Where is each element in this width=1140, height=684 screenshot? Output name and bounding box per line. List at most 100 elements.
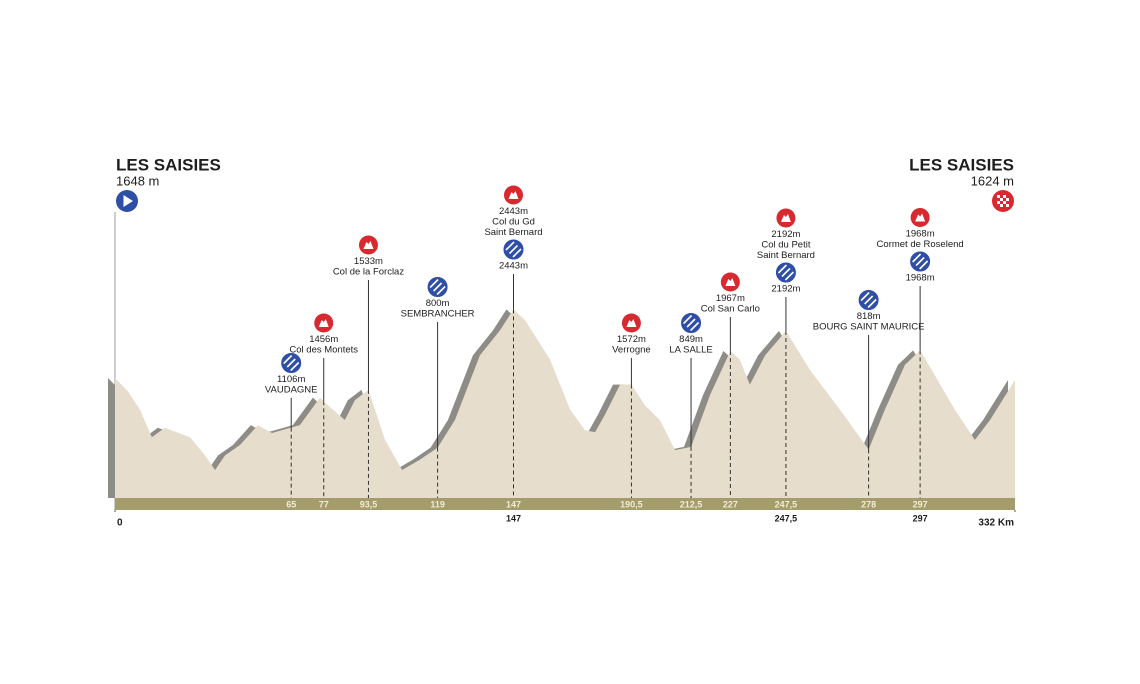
waypoint-label: 1572m bbox=[617, 334, 646, 345]
climb-icon bbox=[314, 313, 334, 333]
icon-stripe bbox=[864, 295, 874, 305]
waypoint-label: 2443m bbox=[499, 206, 528, 217]
icon-ring bbox=[281, 353, 302, 373]
finish-name: LES SAISIES bbox=[909, 155, 1014, 174]
sprint-icon bbox=[427, 277, 448, 297]
icon-mountain bbox=[318, 319, 329, 327]
waypoint-label: Col des Montets bbox=[289, 345, 358, 356]
terrain bbox=[115, 309, 1015, 498]
waypoint-label: Cormet de Roselend bbox=[877, 239, 964, 250]
sprint-icon bbox=[281, 353, 302, 373]
climb-icon bbox=[358, 235, 378, 255]
waypoint-label: Verrogne bbox=[612, 345, 651, 356]
km-label: 297 bbox=[913, 499, 928, 509]
ground-bar bbox=[115, 498, 1015, 510]
icon-stripe bbox=[505, 241, 515, 251]
waypoint-label: Col du Gd bbox=[492, 217, 535, 228]
icon-play bbox=[123, 195, 133, 207]
icon-stripe bbox=[283, 354, 293, 365]
sprint-icon bbox=[503, 239, 524, 260]
icon-ring bbox=[910, 251, 931, 272]
icon-check bbox=[1006, 198, 1009, 201]
climb-icon bbox=[776, 208, 796, 228]
icon-stripe bbox=[436, 285, 446, 296]
waypoint-label: Saint Bernard bbox=[484, 227, 542, 238]
waypoint-label: LA SALLE bbox=[669, 345, 712, 356]
icon-stripe bbox=[915, 256, 925, 267]
icon-mountain bbox=[363, 241, 374, 249]
waypoint-label: 818m bbox=[857, 311, 881, 322]
icon-stripe bbox=[860, 291, 870, 302]
km-label: 212,5 bbox=[680, 499, 703, 509]
icon-check bbox=[1003, 195, 1006, 198]
waypoint-label: 849m bbox=[679, 334, 703, 345]
climb-icon bbox=[720, 272, 740, 292]
waypoint-label: Col San Carlo bbox=[701, 304, 760, 315]
climb-icon bbox=[910, 208, 930, 227]
km-label: 147 bbox=[506, 499, 521, 509]
climb-icon bbox=[503, 185, 523, 205]
waypoint-label: 1106m bbox=[277, 374, 305, 385]
start-icon bbox=[116, 190, 138, 212]
sprint-icon bbox=[858, 290, 879, 310]
icon-ring bbox=[503, 239, 524, 260]
icon-mountain bbox=[915, 213, 926, 222]
sprint-icon bbox=[910, 251, 931, 272]
km-label: 119 bbox=[430, 499, 445, 509]
km-label: 190,5 bbox=[620, 499, 643, 509]
finish-elevation: 1624 m bbox=[971, 173, 1014, 188]
icon-check bbox=[1006, 204, 1009, 207]
icon-ring bbox=[681, 313, 702, 333]
climb-icon bbox=[621, 313, 641, 333]
waypoint-label: SEMBRANCHER bbox=[401, 309, 475, 320]
x-tick-label: 332 Km bbox=[978, 518, 1014, 529]
waypoint-label: BOURG SAINT MAURICE bbox=[813, 322, 925, 333]
km-label-below: 247,5 bbox=[775, 513, 798, 523]
waypoint-label: 1968m bbox=[906, 229, 935, 240]
icon-mountain bbox=[626, 319, 637, 327]
icon-stripe bbox=[286, 358, 296, 368]
km-label: 247,5 bbox=[775, 499, 798, 509]
km-label: 65 bbox=[286, 499, 296, 509]
sprint-icon bbox=[775, 262, 796, 283]
km-label-below: 297 bbox=[913, 513, 928, 523]
icon-stripe bbox=[686, 318, 696, 328]
waypoint-label: Saint Bernard bbox=[757, 250, 815, 261]
icon-check bbox=[1003, 201, 1006, 204]
icon-stripe bbox=[508, 244, 519, 255]
icon-mountain bbox=[508, 191, 519, 199]
icon-stripe bbox=[781, 267, 791, 278]
km-label: 227 bbox=[723, 499, 738, 509]
waypoint-label: Col de la Forclaz bbox=[333, 267, 405, 278]
waypoint-label: VAUDAGNE bbox=[265, 385, 318, 396]
icon-stripe bbox=[867, 298, 877, 309]
icon-stripe bbox=[912, 253, 922, 263]
start-elevation: 1648 m bbox=[116, 173, 159, 188]
icon-stripe bbox=[682, 314, 693, 325]
km-label: 77 bbox=[319, 499, 329, 509]
icon-mountain bbox=[725, 278, 736, 286]
km-label-below: 147 bbox=[506, 513, 521, 523]
waypoint-label: 800m bbox=[426, 298, 450, 309]
icon-ring bbox=[775, 262, 796, 283]
icon-stripe bbox=[777, 264, 787, 274]
waypoint-label: 2192m bbox=[771, 284, 800, 295]
waypoint-label: 1968m bbox=[906, 273, 935, 284]
waypoint-label: Col du Petit bbox=[761, 240, 810, 251]
x-tick-label: 0 bbox=[117, 518, 123, 529]
icon-check bbox=[1000, 204, 1003, 207]
icon-check bbox=[997, 201, 1000, 204]
icon-ring bbox=[427, 277, 448, 297]
waypoint-label: 1533m bbox=[354, 256, 383, 267]
icon-stripe bbox=[919, 260, 929, 270]
icon-ring bbox=[858, 290, 879, 310]
icon-stripe bbox=[784, 271, 794, 281]
icon-stripe bbox=[512, 248, 522, 258]
icon-stripe bbox=[689, 321, 700, 332]
icon-stripe bbox=[433, 282, 443, 292]
waypoint-label: 1456m bbox=[309, 334, 338, 345]
waypoint-label: 2192m bbox=[771, 229, 800, 240]
